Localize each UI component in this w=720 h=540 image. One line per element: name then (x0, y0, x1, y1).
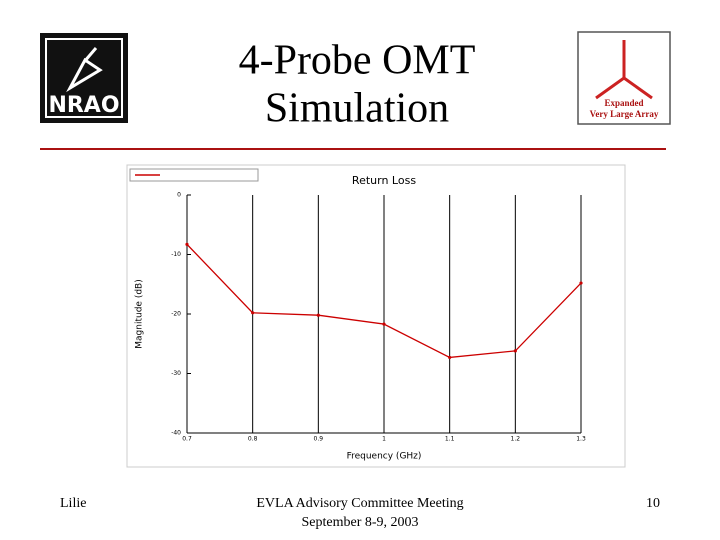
slide-title: 4-Probe OMT (239, 38, 476, 84)
x-tick-label: 1 (382, 436, 386, 443)
x-tick-label: 1.1 (445, 436, 455, 443)
chart-title: Return Loss (352, 174, 416, 187)
y-tick-label: -40 (171, 430, 181, 437)
y-tick-label: 0 (177, 192, 181, 199)
point (251, 311, 255, 315)
x-tick-label: 0.7 (182, 436, 192, 443)
x-axis-label: Frequency (GHz) (347, 452, 422, 462)
footer-date: September 8-9, 2003 (301, 515, 418, 530)
logo-text: Expanded (604, 98, 643, 108)
logo-frame (45, 38, 123, 118)
logo-text: Very Large Array (590, 109, 659, 119)
footer-page: 10 (646, 496, 660, 511)
plot: 0.7 0.8 0.9 1 1.1 1.2 1.3 0 -10 -20 -30 -40 (171, 192, 586, 443)
evla-logo: Expanded Very Large Array (577, 31, 671, 125)
point (579, 281, 583, 285)
footer-event: EVLA Advisory Committee Meeting (256, 496, 463, 511)
logo-arms (595, 40, 653, 100)
logo-text: NRAO (48, 93, 119, 118)
legend (129, 168, 259, 182)
point (316, 313, 320, 317)
chart-frame (126, 164, 626, 468)
x-tick-label: 1.2 (511, 436, 521, 443)
y-axis-label: Magnitude (dB) (135, 279, 145, 348)
x-tick-label: 1.3 (576, 436, 586, 443)
point (448, 355, 452, 360)
point (185, 242, 189, 246)
logo-dish (66, 47, 103, 93)
nrao-logo: NRAO (40, 33, 128, 123)
legend-box (129, 168, 259, 182)
footer-author: Lilie (60, 496, 86, 511)
y-tick-label: -30 (171, 370, 181, 377)
slide-title: Simulation (265, 86, 449, 132)
y-tick-label: -20 (171, 311, 181, 318)
point (382, 322, 386, 326)
x-tick-label: 0.9 (314, 436, 324, 443)
y-tick-label: -10 (171, 251, 181, 258)
x-tick-label: 0.8 (248, 436, 258, 443)
point (513, 349, 517, 353)
